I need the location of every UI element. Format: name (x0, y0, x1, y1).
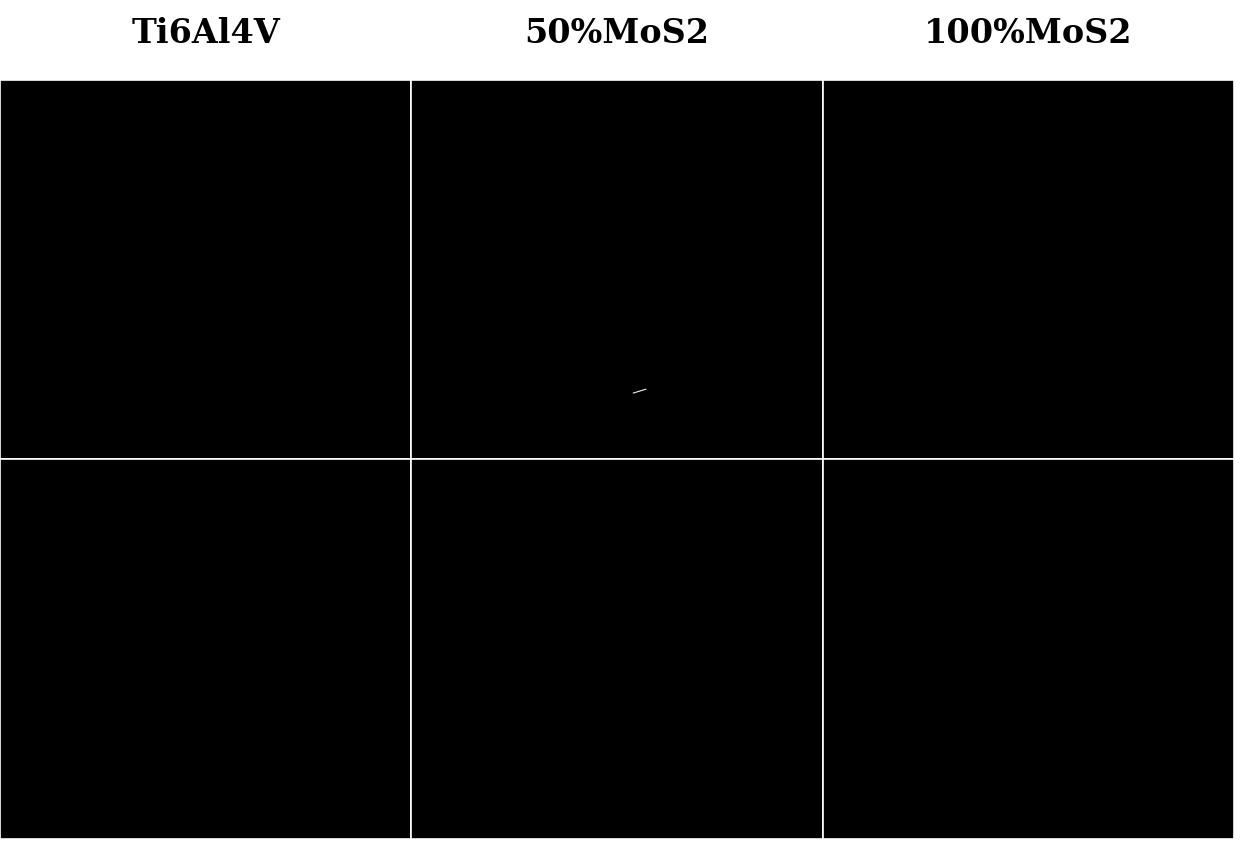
Text: 50%MoS2: 50%MoS2 (525, 17, 709, 50)
Text: Ti6Al4V: Ti6Al4V (131, 17, 280, 50)
Text: 100%MoS2: 100%MoS2 (924, 17, 1132, 50)
